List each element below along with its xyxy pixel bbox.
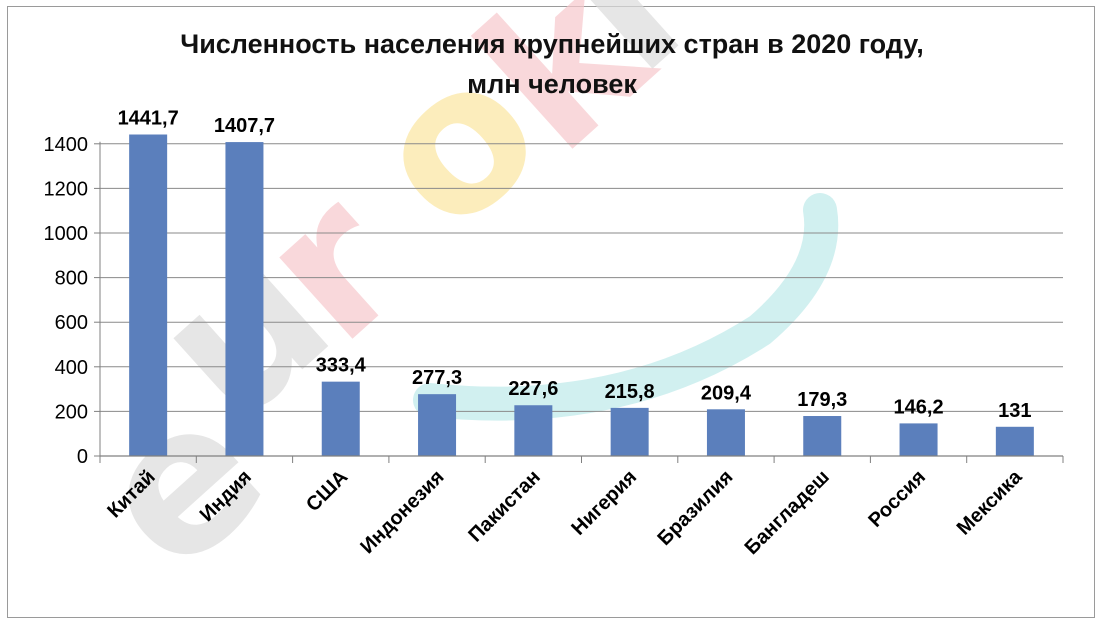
bar [610, 407, 649, 456]
y-tick-label: 200 [55, 401, 88, 423]
bar [514, 405, 553, 456]
chart-title-line2: млн человек [467, 69, 637, 99]
y-tick-label: 0 [77, 446, 88, 468]
watermark-swoosh [413, 193, 839, 421]
x-tick-label: Бангладеш [741, 466, 834, 559]
x-tick-label: Мексика [953, 465, 1027, 539]
data-label: 215,8 [605, 381, 655, 403]
bar [899, 423, 938, 456]
data-label: 131 [998, 400, 1031, 422]
data-label: 209,4 [701, 382, 752, 404]
bar [129, 134, 168, 456]
chart-title: Численность населения крупнейших стран в… [180, 29, 924, 59]
bar [706, 409, 745, 456]
y-tick-label: 600 [55, 312, 88, 334]
data-label: 146,2 [894, 396, 944, 418]
bar [995, 426, 1034, 456]
y-tick-label: 1400 [44, 134, 89, 156]
data-label: 179,3 [797, 389, 847, 411]
chart-frame [7, 6, 1095, 618]
data-label: 333,4 [316, 355, 367, 377]
data-label: 1441,7 [118, 108, 179, 130]
axes [99, 141, 1064, 463]
x-tick-label: Индонезия [356, 466, 448, 558]
x-tick-label: Россия [864, 466, 930, 532]
y-tick-label: 800 [55, 268, 88, 290]
x-tick-label: Пакистан [464, 466, 545, 547]
bar [225, 142, 264, 457]
bars [129, 134, 1034, 457]
bar [418, 394, 457, 456]
x-tick-label: Бразилия [653, 466, 737, 550]
y-tick-label: 400 [55, 357, 88, 379]
bar [803, 416, 842, 456]
x-tick-label: США [302, 466, 352, 516]
data-label: 227,6 [508, 378, 558, 400]
x-tick-label: Нигерия [567, 466, 641, 540]
y-tick-label: 1000 [44, 223, 89, 245]
data-label: 1407,7 [214, 115, 275, 137]
bar [321, 381, 360, 456]
y-tick-label: 1200 [44, 178, 89, 200]
data-label: 277,3 [412, 367, 462, 389]
